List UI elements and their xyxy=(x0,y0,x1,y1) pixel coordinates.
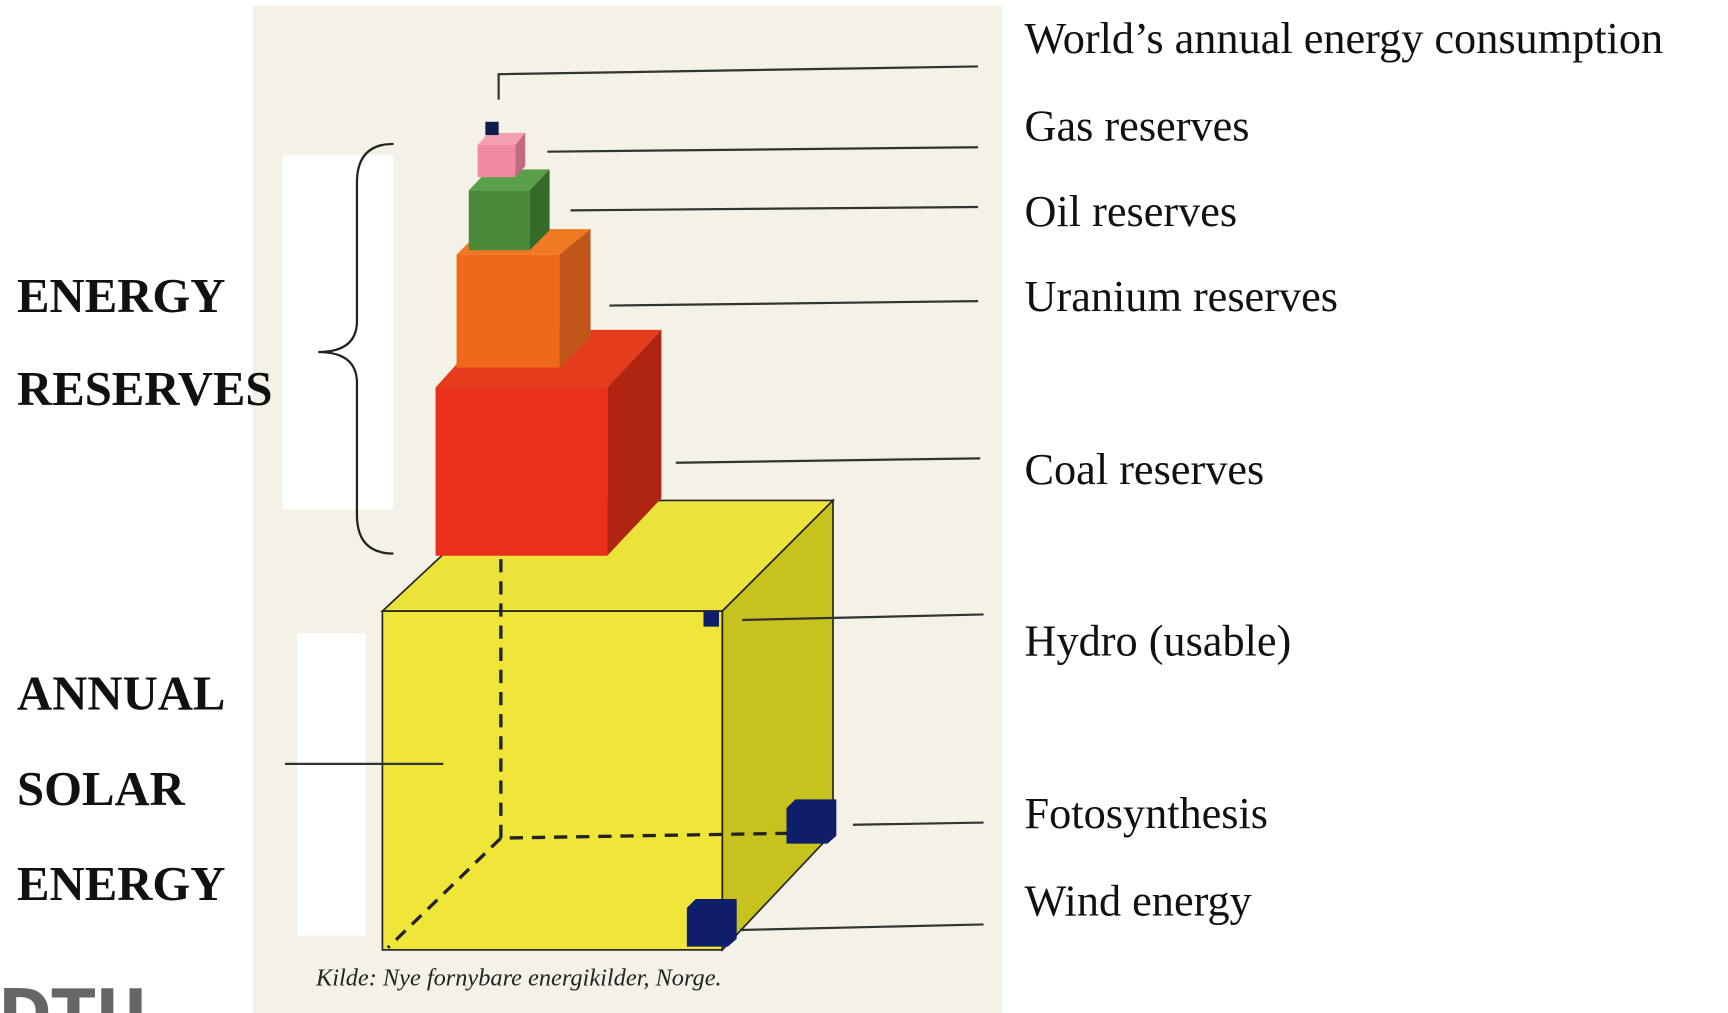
right-label: Uranium reserves xyxy=(1025,272,1338,321)
white-patch xyxy=(283,155,394,509)
oil-cube xyxy=(469,169,550,250)
right-label: World’s annual energy consumption xyxy=(1025,14,1664,63)
left-label: ENERGY xyxy=(17,857,225,911)
logo: DTU xyxy=(0,976,147,1013)
right-labels: World’s annual energy consumption Gas res… xyxy=(1025,14,1664,925)
page: ENERGY RESERVES ANNUAL SOLAR ENERGY Worl… xyxy=(0,0,1728,1013)
left-label: SOLAR xyxy=(17,762,186,816)
right-label: Coal reserves xyxy=(1025,445,1265,494)
source-caption: Kilde: Nye fornybare energikilder, Norge… xyxy=(315,964,722,991)
left-label: ENERGY xyxy=(17,269,225,323)
right-label: Wind energy xyxy=(1025,877,1252,926)
left-label: ANNUAL xyxy=(17,667,225,721)
right-label: Hydro (usable) xyxy=(1025,616,1292,665)
diagram: ENERGY RESERVES ANNUAL SOLAR ENERGY Worl… xyxy=(0,0,1728,1013)
right-label: Fotosynthesis xyxy=(1025,789,1269,838)
consumption-cube xyxy=(485,122,498,135)
solar-cube xyxy=(382,500,833,949)
white-patch xyxy=(297,633,366,935)
right-label: Oil reserves xyxy=(1025,187,1238,236)
left-label: RESERVES xyxy=(17,362,272,416)
right-label: Gas reserves xyxy=(1025,102,1250,151)
